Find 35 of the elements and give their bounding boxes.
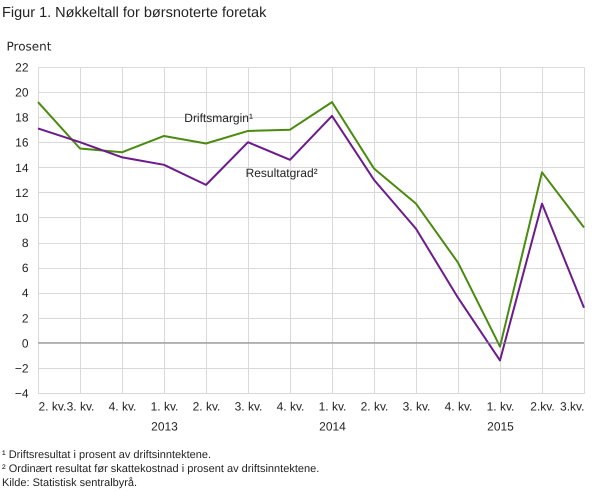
y-tick-label: 8 bbox=[22, 236, 29, 250]
text: Kilde: Statistisk sentralbyrå. bbox=[2, 476, 138, 490]
y-axis-title: Prosent bbox=[6, 40, 52, 54]
x-tick-label: 3. kv. bbox=[66, 400, 94, 414]
x-tick-label: 4. kv. bbox=[276, 400, 304, 414]
x-tick-label: 3. kv. bbox=[234, 400, 262, 414]
y-tick-label: 16 bbox=[15, 136, 29, 150]
y-tick-label: −4 bbox=[14, 386, 29, 400]
y-tick-label: −2 bbox=[14, 361, 29, 376]
x-tick-label: 2. kv. bbox=[360, 400, 388, 414]
chart-title: Figur 1. Nøkkeltall for børsnoterte foretak bbox=[2, 5, 266, 21]
y-tick-label: 22 bbox=[15, 60, 29, 74]
series-label: Driftsmargin¹ bbox=[184, 110, 253, 125]
y-tick-label: 6 bbox=[22, 261, 29, 276]
x-tick-label: 1. kv. 2013 bbox=[150, 400, 178, 434]
x-tick-label: 2.kv. bbox=[530, 400, 555, 414]
y-tick-label: 20 bbox=[15, 86, 29, 100]
series-label: Resultatgrad² bbox=[246, 166, 318, 180]
x-tick-label: 1. kv. 2015 bbox=[486, 400, 514, 434]
text: ¹ Driftsresultat i prosent av driftsinntektene. bbox=[2, 448, 212, 462]
x-tick-label: 4. kv. bbox=[108, 400, 136, 414]
x-tick-label: 2. kv. bbox=[192, 400, 220, 414]
x-tick-label: 3.kv. bbox=[560, 400, 584, 414]
y-tick-label: 4 bbox=[22, 286, 29, 300]
y-tick-label: 14 bbox=[15, 160, 29, 175]
x-tick-label: 1. kv. 2014 bbox=[318, 400, 346, 434]
x-tick-label: 3. kv. bbox=[402, 400, 430, 414]
y-tick-label: 12 bbox=[15, 186, 29, 200]
y-tick-label: 2 bbox=[22, 311, 29, 326]
y-tick-label: 10 bbox=[15, 210, 29, 225]
x-tick-label: 4. kv. bbox=[444, 400, 472, 414]
text: ² Ordinært resultat før skattekostnad i prosent av driftsinntektene. bbox=[2, 462, 320, 476]
y-tick-label: 0 bbox=[22, 336, 29, 350]
y-tick-label: 18 bbox=[15, 110, 29, 125]
x-tick-label: 2. kv. bbox=[38, 400, 66, 414]
